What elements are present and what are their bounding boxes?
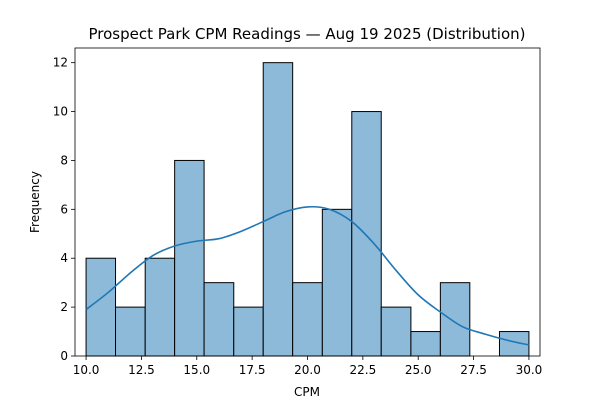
x-tick-label: 25.0 xyxy=(405,363,432,377)
histogram-bar xyxy=(203,282,235,357)
x-tick-label: 15.0 xyxy=(183,363,210,377)
y-tick-label: 0 xyxy=(60,349,68,363)
histogram-bar xyxy=(174,159,205,357)
y-tick-label: 8 xyxy=(60,153,68,167)
x-tick-label: 17.5 xyxy=(239,363,266,377)
x-tick-label: 10.0 xyxy=(73,363,100,377)
x-tick-label: 22.5 xyxy=(349,363,376,377)
histogram-bar xyxy=(410,331,441,357)
histogram-bar xyxy=(380,306,412,357)
x-axis-label: CPM xyxy=(294,385,320,399)
histogram-bar xyxy=(321,208,353,357)
y-tick-label: 10 xyxy=(53,105,68,119)
x-axis: 10.0 12.5 15.0 17.5 20.0 22.5 25.0 27.5 30.0 xyxy=(73,356,543,377)
histogram-bar xyxy=(292,282,323,357)
y-tick-label: 12 xyxy=(53,56,68,70)
histogram-bar xyxy=(262,62,294,357)
histogram-bar xyxy=(144,257,176,357)
y-axis: 0 2 4 6 8 10 12 xyxy=(53,56,75,363)
histogram-bar xyxy=(351,111,382,357)
x-tick-label: 12.5 xyxy=(128,363,155,377)
x-tick-label: 20.0 xyxy=(294,363,321,377)
x-tick-label: 27.5 xyxy=(460,363,487,377)
histogram-bar xyxy=(115,306,146,357)
y-axis-label: Frequency xyxy=(28,171,42,233)
y-tick-label: 4 xyxy=(60,251,68,265)
y-tick-label: 6 xyxy=(60,202,68,216)
histogram-bars xyxy=(85,62,530,357)
kde-curve xyxy=(85,205,530,346)
histogram-bar xyxy=(233,306,264,357)
x-tick-label: 30.0 xyxy=(516,363,543,377)
chart-title: Prospect Park CPM Readings — Aug 19 2025… xyxy=(89,25,526,43)
histogram-bar xyxy=(85,257,117,357)
histogram-bar xyxy=(439,282,471,357)
y-tick-label: 2 xyxy=(60,300,68,314)
